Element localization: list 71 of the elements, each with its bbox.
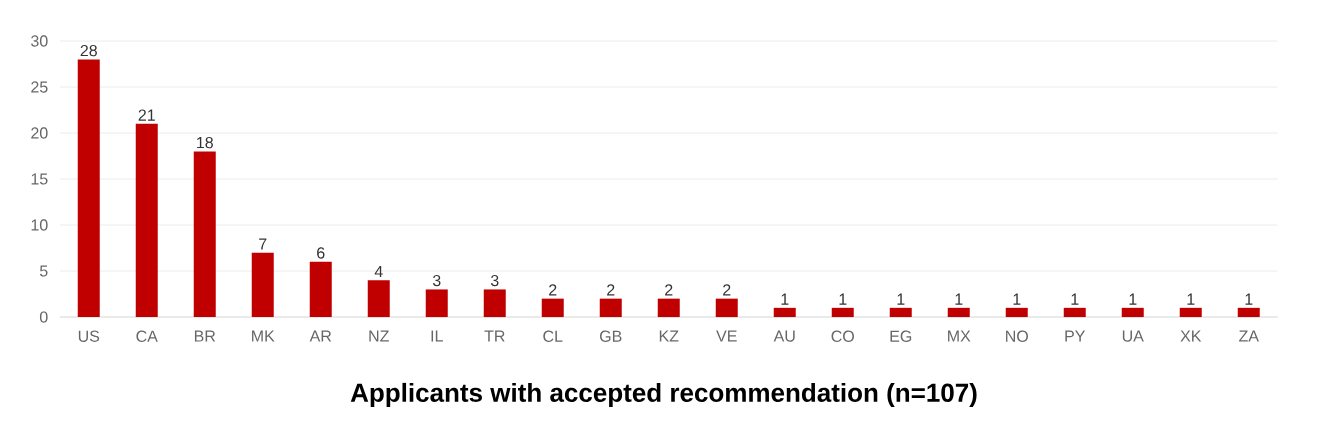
data-label: 28 bbox=[80, 44, 97, 57]
x-tick-label: GB bbox=[600, 330, 622, 342]
data-label: 2 bbox=[665, 284, 673, 296]
x-tick-label: MX bbox=[948, 330, 971, 342]
bar bbox=[831, 307, 854, 318]
bar bbox=[1005, 307, 1028, 318]
bar bbox=[773, 307, 796, 318]
bar bbox=[1121, 307, 1144, 318]
bar bbox=[715, 298, 738, 318]
x-tick-label: CL bbox=[543, 330, 563, 342]
x-tick-label: ZA bbox=[1239, 330, 1259, 342]
bar bbox=[309, 261, 332, 318]
data-label: 2 bbox=[549, 284, 557, 296]
y-tick-label: 20 bbox=[31, 127, 48, 139]
bar bbox=[1179, 307, 1202, 318]
data-label: 1 bbox=[1013, 293, 1021, 305]
data-label: 1 bbox=[1129, 293, 1137, 305]
data-label: 1 bbox=[1187, 293, 1195, 305]
bar bbox=[889, 307, 912, 318]
bar bbox=[1063, 307, 1086, 318]
y-tick-label: 15 bbox=[31, 173, 48, 185]
data-label: 4 bbox=[374, 266, 383, 278]
data-label: 1 bbox=[897, 293, 905, 305]
y-tick-label: 5 bbox=[39, 265, 48, 277]
x-tick-label: VE bbox=[716, 330, 737, 342]
bar bbox=[193, 151, 216, 318]
x-tick-label: UA bbox=[1122, 330, 1144, 342]
data-label: 21 bbox=[138, 109, 155, 121]
y-tick-label: 30 bbox=[31, 35, 48, 47]
x-tick-label: NZ bbox=[369, 330, 389, 342]
x-tick-label: AR bbox=[309, 330, 332, 342]
bar bbox=[657, 298, 680, 318]
data-label: 1 bbox=[839, 293, 847, 305]
y-tick-label: 10 bbox=[31, 219, 48, 231]
data-label: 1 bbox=[781, 293, 789, 305]
data-label: 1 bbox=[1071, 293, 1079, 305]
x-tick-label: IL bbox=[431, 330, 443, 342]
data-label: 3 bbox=[432, 274, 441, 287]
bar bbox=[947, 307, 970, 318]
x-tick-label: BR bbox=[194, 330, 216, 342]
text: Applicants with accepted recommendation (n=107) bbox=[350, 382, 977, 408]
data-label: 2 bbox=[607, 284, 615, 296]
data-label: 18 bbox=[197, 136, 213, 149]
x-tick-label: XK bbox=[1180, 330, 1202, 342]
x-tick-label: EG bbox=[890, 330, 912, 342]
x-tick-label: CA bbox=[136, 330, 158, 342]
x-tick-label: NO bbox=[1006, 330, 1028, 342]
x-tick-label: PY bbox=[1065, 330, 1086, 342]
bar bbox=[599, 298, 622, 318]
bar bbox=[1237, 307, 1260, 318]
bar bbox=[77, 59, 100, 318]
bar bbox=[135, 123, 158, 318]
data-label: 2 bbox=[723, 284, 731, 296]
bar bbox=[251, 252, 274, 318]
x-tick-label: CO bbox=[831, 330, 854, 342]
x-tick-label: AU bbox=[773, 330, 795, 342]
y-tick-label: 25 bbox=[31, 81, 48, 93]
x-tick-label: KZ bbox=[659, 330, 679, 342]
data-label: 1 bbox=[955, 293, 963, 305]
x-tick-label: TR bbox=[484, 330, 505, 342]
x-tick-label: US bbox=[78, 330, 100, 342]
data-label: 7 bbox=[259, 238, 267, 250]
y-tick-label: 0 bbox=[39, 311, 48, 323]
data-label: 6 bbox=[317, 247, 325, 259]
x-tick-label: MK bbox=[252, 330, 275, 342]
bar bbox=[367, 280, 390, 318]
data-label: 1 bbox=[1245, 293, 1253, 305]
bar bbox=[425, 289, 448, 318]
bar bbox=[483, 289, 506, 318]
bar bbox=[541, 298, 564, 318]
data-label: 3 bbox=[490, 274, 499, 287]
